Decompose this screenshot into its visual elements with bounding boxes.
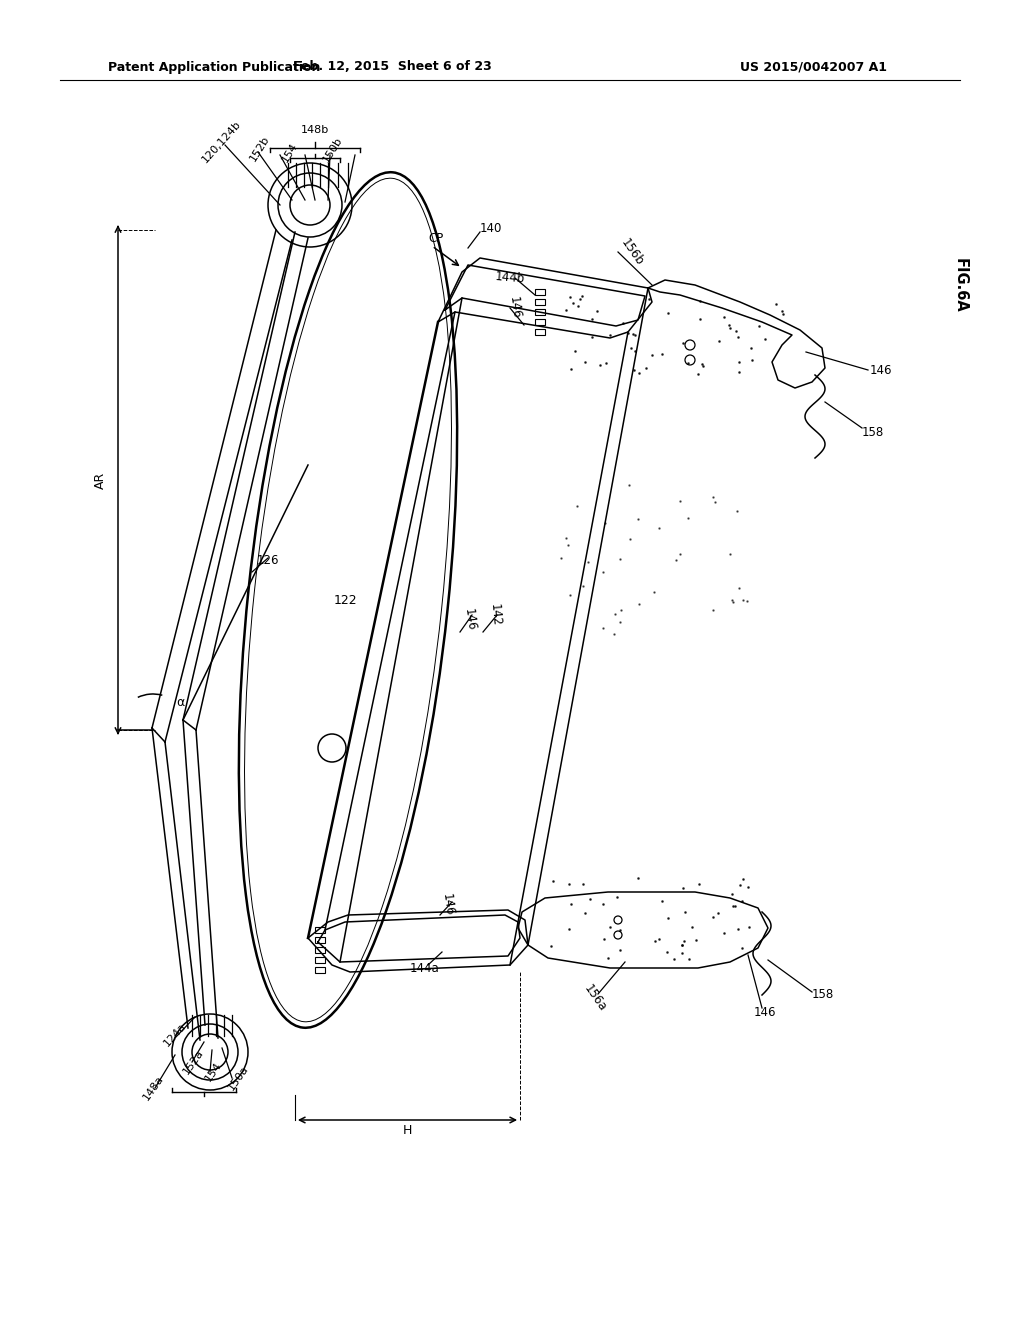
Text: 154: 154: [281, 140, 300, 164]
Text: Feb. 12, 2015  Sheet 6 of 23: Feb. 12, 2015 Sheet 6 of 23: [293, 61, 492, 74]
Bar: [315, 957, 325, 964]
Text: 148a: 148a: [141, 1073, 165, 1102]
Text: 148b: 148b: [301, 125, 329, 135]
Text: 120,124b: 120,124b: [201, 119, 244, 165]
Text: 142: 142: [487, 603, 503, 627]
Text: 122: 122: [333, 594, 356, 606]
Bar: [315, 937, 325, 942]
Text: 156b: 156b: [618, 236, 646, 268]
Bar: [315, 927, 325, 933]
Text: 146: 146: [440, 892, 456, 917]
Bar: [535, 319, 545, 325]
Text: 152b: 152b: [248, 133, 271, 162]
Text: 152a: 152a: [181, 1048, 205, 1076]
Bar: [535, 300, 545, 305]
Text: 144b: 144b: [495, 271, 525, 286]
Text: 146: 146: [870, 363, 893, 376]
Text: 150a: 150a: [226, 1064, 250, 1092]
Text: H: H: [402, 1123, 412, 1137]
Bar: [315, 968, 325, 973]
Text: 156a: 156a: [582, 982, 609, 1014]
Text: Patent Application Publication: Patent Application Publication: [108, 61, 321, 74]
Bar: [535, 289, 545, 294]
Text: 124a: 124a: [162, 1022, 188, 1049]
Bar: [535, 329, 545, 335]
Text: α: α: [176, 697, 184, 710]
Text: 146: 146: [462, 609, 478, 632]
Text: 154: 154: [203, 1060, 223, 1084]
Text: 146: 146: [507, 296, 523, 319]
Text: US 2015/0042007 A1: US 2015/0042007 A1: [740, 61, 887, 74]
Text: 158: 158: [862, 425, 885, 438]
Text: 150b: 150b: [322, 136, 345, 165]
Text: AR: AR: [93, 471, 106, 488]
Text: 140: 140: [480, 222, 503, 235]
Text: 144a: 144a: [411, 961, 440, 974]
Text: CP: CP: [428, 231, 443, 244]
Text: 126: 126: [257, 553, 280, 566]
Bar: [535, 309, 545, 315]
Text: FIG.6A: FIG.6A: [952, 257, 968, 313]
Bar: [315, 946, 325, 953]
Text: 158: 158: [812, 989, 835, 1002]
Text: 146: 146: [754, 1006, 776, 1019]
